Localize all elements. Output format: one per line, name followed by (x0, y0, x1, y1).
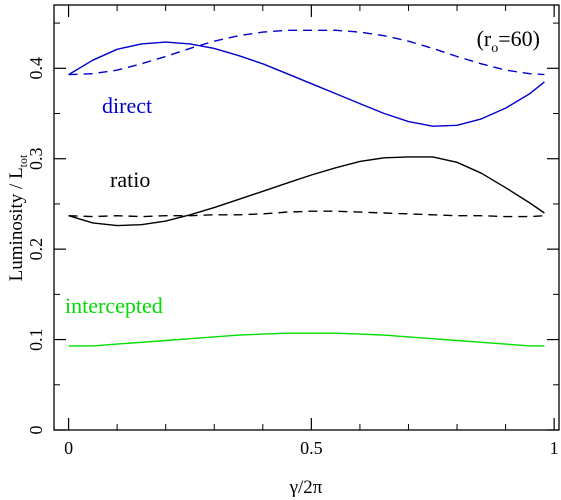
x-axis-label: γ/2π (289, 477, 323, 498)
intercepted-label: intercepted (65, 293, 163, 318)
y-axis-label: Luminosity / Ltot (6, 154, 30, 281)
y-tick-label-2: 0.2 (26, 238, 46, 260)
x-tick-label-1: 0.5 (300, 438, 323, 458)
y-tick-label-3: 0.3 (26, 147, 46, 170)
plot-frame (53, 4, 560, 431)
x-tick-label-2: 1 (550, 438, 559, 458)
axis-ticks (54, 5, 559, 431)
param-annotation: (ro=60) (477, 26, 540, 56)
tick-labels: 0 0.5 1 0 0.1 0.2 0.3 0.4 (26, 57, 559, 458)
param-annotation-pre: (r (477, 26, 492, 51)
series-ratio-dashed (68, 210, 545, 218)
y-tick-label-1: 0.1 (26, 328, 46, 351)
y-tick-label-4: 0.4 (26, 57, 46, 80)
series-direct-solid (68, 41, 545, 127)
param-annotation-sub: o (491, 41, 498, 56)
series-intercepted-solid (68, 332, 545, 347)
y-axis-label-sub: tot (16, 154, 30, 167)
series-lines (68, 29, 545, 347)
ratio-label: ratio (110, 167, 150, 192)
direct-label: direct (102, 93, 152, 118)
series-direct-dashed (68, 29, 545, 76)
y-axis-label-main: Luminosity / L (6, 167, 27, 281)
series-ratio-solid (68, 156, 545, 227)
y-tick-label-0: 0 (26, 426, 46, 435)
param-annotation-post: =60) (498, 26, 540, 51)
x-tick-label-0: 0 (64, 438, 73, 458)
